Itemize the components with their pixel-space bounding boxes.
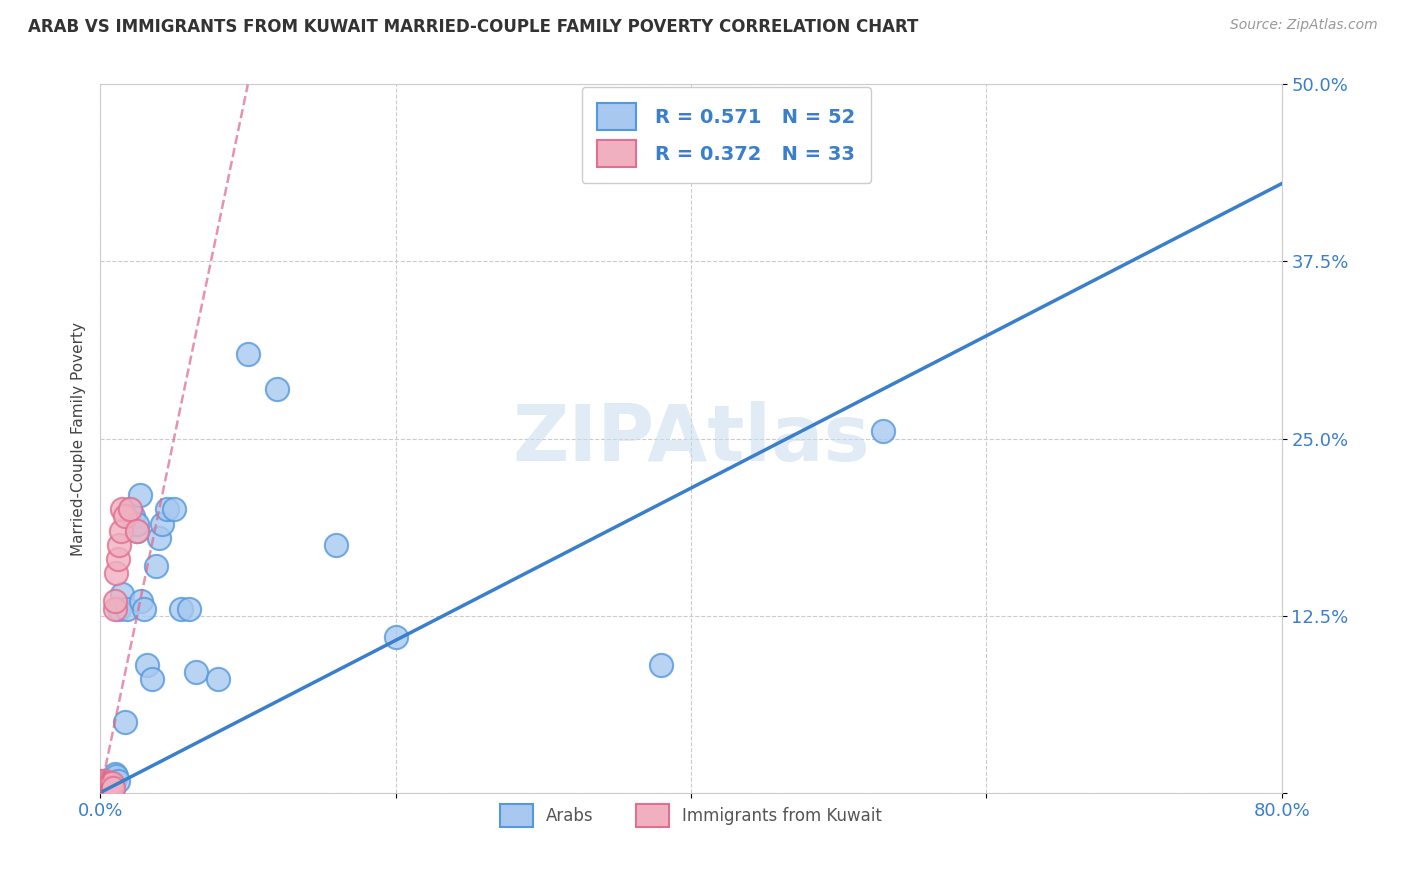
Point [129,488,152,502]
Point [141,673,163,687]
Point [96,774,118,789]
Text: Source: ZipAtlas.com: Source: ZipAtlas.com [1230,18,1378,32]
Point [163,502,186,516]
Point [94,780,117,794]
Point [90,777,112,791]
Point [90,774,112,789]
Point [136,658,159,673]
Point [100,781,122,796]
Point [90,779,112,793]
Point [91,779,114,793]
Point [94,776,117,790]
Point [103,777,125,791]
Point [100,777,122,791]
Point [91,774,114,789]
Point [103,781,125,796]
Point [148,531,170,545]
Point [93,776,115,790]
Point [134,601,156,615]
Point [111,587,134,601]
Point [384,630,406,644]
Point [91,779,114,793]
Point [103,781,125,796]
Point [207,673,229,687]
Point [236,346,259,360]
Point [104,601,127,615]
Point [93,777,115,791]
Point [872,425,894,439]
Point [91,781,114,796]
Point [105,769,128,783]
Point [89,782,111,797]
Point [107,552,129,566]
Point [96,777,118,791]
Point [111,502,134,516]
Point [104,772,127,786]
Legend: Arabs, Immigrants from Kuwait: Arabs, Immigrants from Kuwait [494,797,889,834]
Point [98,780,121,794]
Point [184,665,207,680]
Point [145,559,167,574]
Point [104,594,127,608]
Point [93,781,115,796]
Point [108,538,131,552]
Point [90,782,112,797]
Point [93,781,115,796]
Point [118,502,141,516]
Point [91,782,114,797]
Point [125,516,148,531]
Point [104,767,127,781]
Point [121,509,143,524]
Point [170,601,193,615]
Point [114,509,136,524]
Point [100,781,122,796]
Point [101,776,124,790]
Point [125,524,148,538]
Point [101,780,124,794]
Point [96,781,118,796]
Text: ZIPAtlas: ZIPAtlas [512,401,870,476]
Point [100,777,122,791]
Y-axis label: Married-Couple Family Poverty: Married-Couple Family Poverty [72,321,86,556]
Point [101,776,124,790]
Point [98,774,121,789]
Text: ARAB VS IMMIGRANTS FROM KUWAIT MARRIED-COUPLE FAMILY POVERTY CORRELATION CHART: ARAB VS IMMIGRANTS FROM KUWAIT MARRIED-C… [28,18,918,36]
Point [101,780,124,794]
Point [650,658,672,673]
Point [93,779,115,793]
Point [89,780,111,794]
Point [107,774,129,789]
Point [98,780,121,794]
Point [266,382,288,396]
Point [150,516,173,531]
Point [108,601,131,615]
Point [91,776,114,790]
Point [96,781,118,796]
Point [114,714,136,729]
Point [110,524,132,538]
Point [125,524,148,538]
Point [115,601,138,615]
Point [105,566,128,580]
Point [94,776,117,790]
Point [118,502,141,516]
Point [93,774,115,789]
Point [90,782,112,797]
Point [155,502,177,516]
Point [325,538,347,552]
Point [89,777,111,791]
Point [90,780,112,794]
Point [177,601,200,615]
Point [131,594,153,608]
Point [94,780,117,794]
